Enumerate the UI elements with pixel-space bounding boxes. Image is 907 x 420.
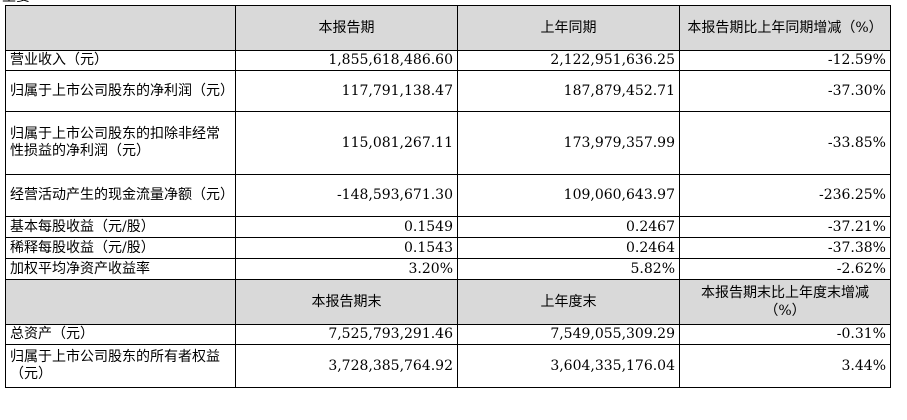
table-row: 归属于上市公司股东的净利润（元） 117,791,138.47 187,879,… (5, 70, 891, 112)
table-row: 归属于上市公司股东的扣除非经常性损益的净利润（元） 115,081,267.11… (5, 111, 891, 175)
table-row: 基本每股收益（元/股） 0.1549 0.2467 -37.21% (5, 216, 891, 238)
row-label: 归属于上市公司股东的扣除非经常性损益的净利润（元） (5, 111, 236, 175)
change-value: -33.85% (679, 111, 891, 175)
current-value: 7,525,793,291.46 (235, 324, 458, 345)
change-value: -37.21% (679, 216, 891, 238)
financial-data-table: 本报告期 上年同期 本报告期比上年同期增减（%） 营业收入（元） 1,855,6… (5, 5, 891, 388)
page-heading-fragment: 主要 (0, 0, 120, 5)
prior-value: 7,549,055,309.29 (457, 324, 680, 345)
current-value: 117,791,138.47 (235, 70, 458, 112)
change-value: -37.38% (679, 237, 891, 259)
row-label: 总资产（元） (5, 324, 236, 345)
prior-value: 187,879,452.71 (457, 70, 680, 112)
change-value: -0.31% (679, 324, 891, 345)
change-value: -37.30% (679, 70, 891, 112)
table-row: 稀释每股收益（元/股） 0.1543 0.2464 -37.38% (5, 237, 891, 259)
table-row: 经营活动产生的现金流量净额（元） -148,593,671.30 109,060… (5, 174, 891, 217)
row-label: 稀释每股收益（元/股） (5, 237, 236, 259)
prior-value: 173,979,357.99 (457, 111, 680, 175)
prior-value: 5.82% (457, 258, 680, 280)
header-period-change: 本报告期比上年同期增减（%） (679, 5, 891, 51)
current-value: 3.20% (235, 258, 458, 280)
prior-value: 0.2464 (457, 237, 680, 259)
header-blank-cell (5, 279, 236, 325)
row-label: 营业收入（元） (5, 50, 236, 71)
table-row: 归属于上市公司股东的所有者权益（元） 3,728,385,764.92 3,60… (5, 344, 891, 388)
change-value: -236.25% (679, 174, 891, 217)
header-row-period: 本报告期 上年同期 本报告期比上年同期增减（%） (5, 5, 891, 51)
change-value: 3.44% (679, 344, 891, 388)
change-value: -12.59% (679, 50, 891, 71)
table-row: 营业收入（元） 1,855,618,486.60 2,122,951,636.2… (5, 50, 891, 71)
prior-value: 0.2467 (457, 216, 680, 238)
prior-value: 2,122,951,636.25 (457, 50, 680, 71)
current-value: 0.1543 (235, 237, 458, 259)
header-current-period: 本报告期 (235, 5, 458, 51)
row-label: 归属于上市公司股东的所有者权益（元） (5, 344, 236, 388)
header-blank-cell (5, 5, 236, 51)
header-period-end-change: 本报告期末比上年度末增减（%） (679, 279, 891, 325)
prior-value: 3,604,335,176.04 (457, 344, 680, 388)
change-value: -2.62% (679, 258, 891, 280)
table-row: 加权平均净资产收益率 3.20% 5.82% -2.62% (5, 258, 891, 280)
current-value: 3,728,385,764.92 (235, 344, 458, 388)
current-value: 1,855,618,486.60 (235, 50, 458, 71)
row-label: 基本每股收益（元/股） (5, 216, 236, 238)
row-label: 归属于上市公司股东的净利润（元） (5, 70, 236, 112)
row-label: 经营活动产生的现金流量净额（元） (5, 174, 236, 217)
current-value: 0.1549 (235, 216, 458, 238)
current-value: -148,593,671.30 (235, 174, 458, 217)
header-row-period-end: 本报告期末 上年度末 本报告期末比上年度末增减（%） (5, 279, 891, 325)
prior-value: 109,060,643.97 (457, 174, 680, 217)
header-prior-year-end: 上年度末 (457, 279, 680, 325)
current-value: 115,081,267.11 (235, 111, 458, 175)
header-prior-period: 上年同期 (457, 5, 680, 51)
header-current-period-end: 本报告期末 (235, 279, 458, 325)
row-label: 加权平均净资产收益率 (5, 258, 236, 280)
table-row: 总资产（元） 7,525,793,291.46 7,549,055,309.29… (5, 324, 891, 345)
heading-text: 主要 (2, 0, 30, 4)
